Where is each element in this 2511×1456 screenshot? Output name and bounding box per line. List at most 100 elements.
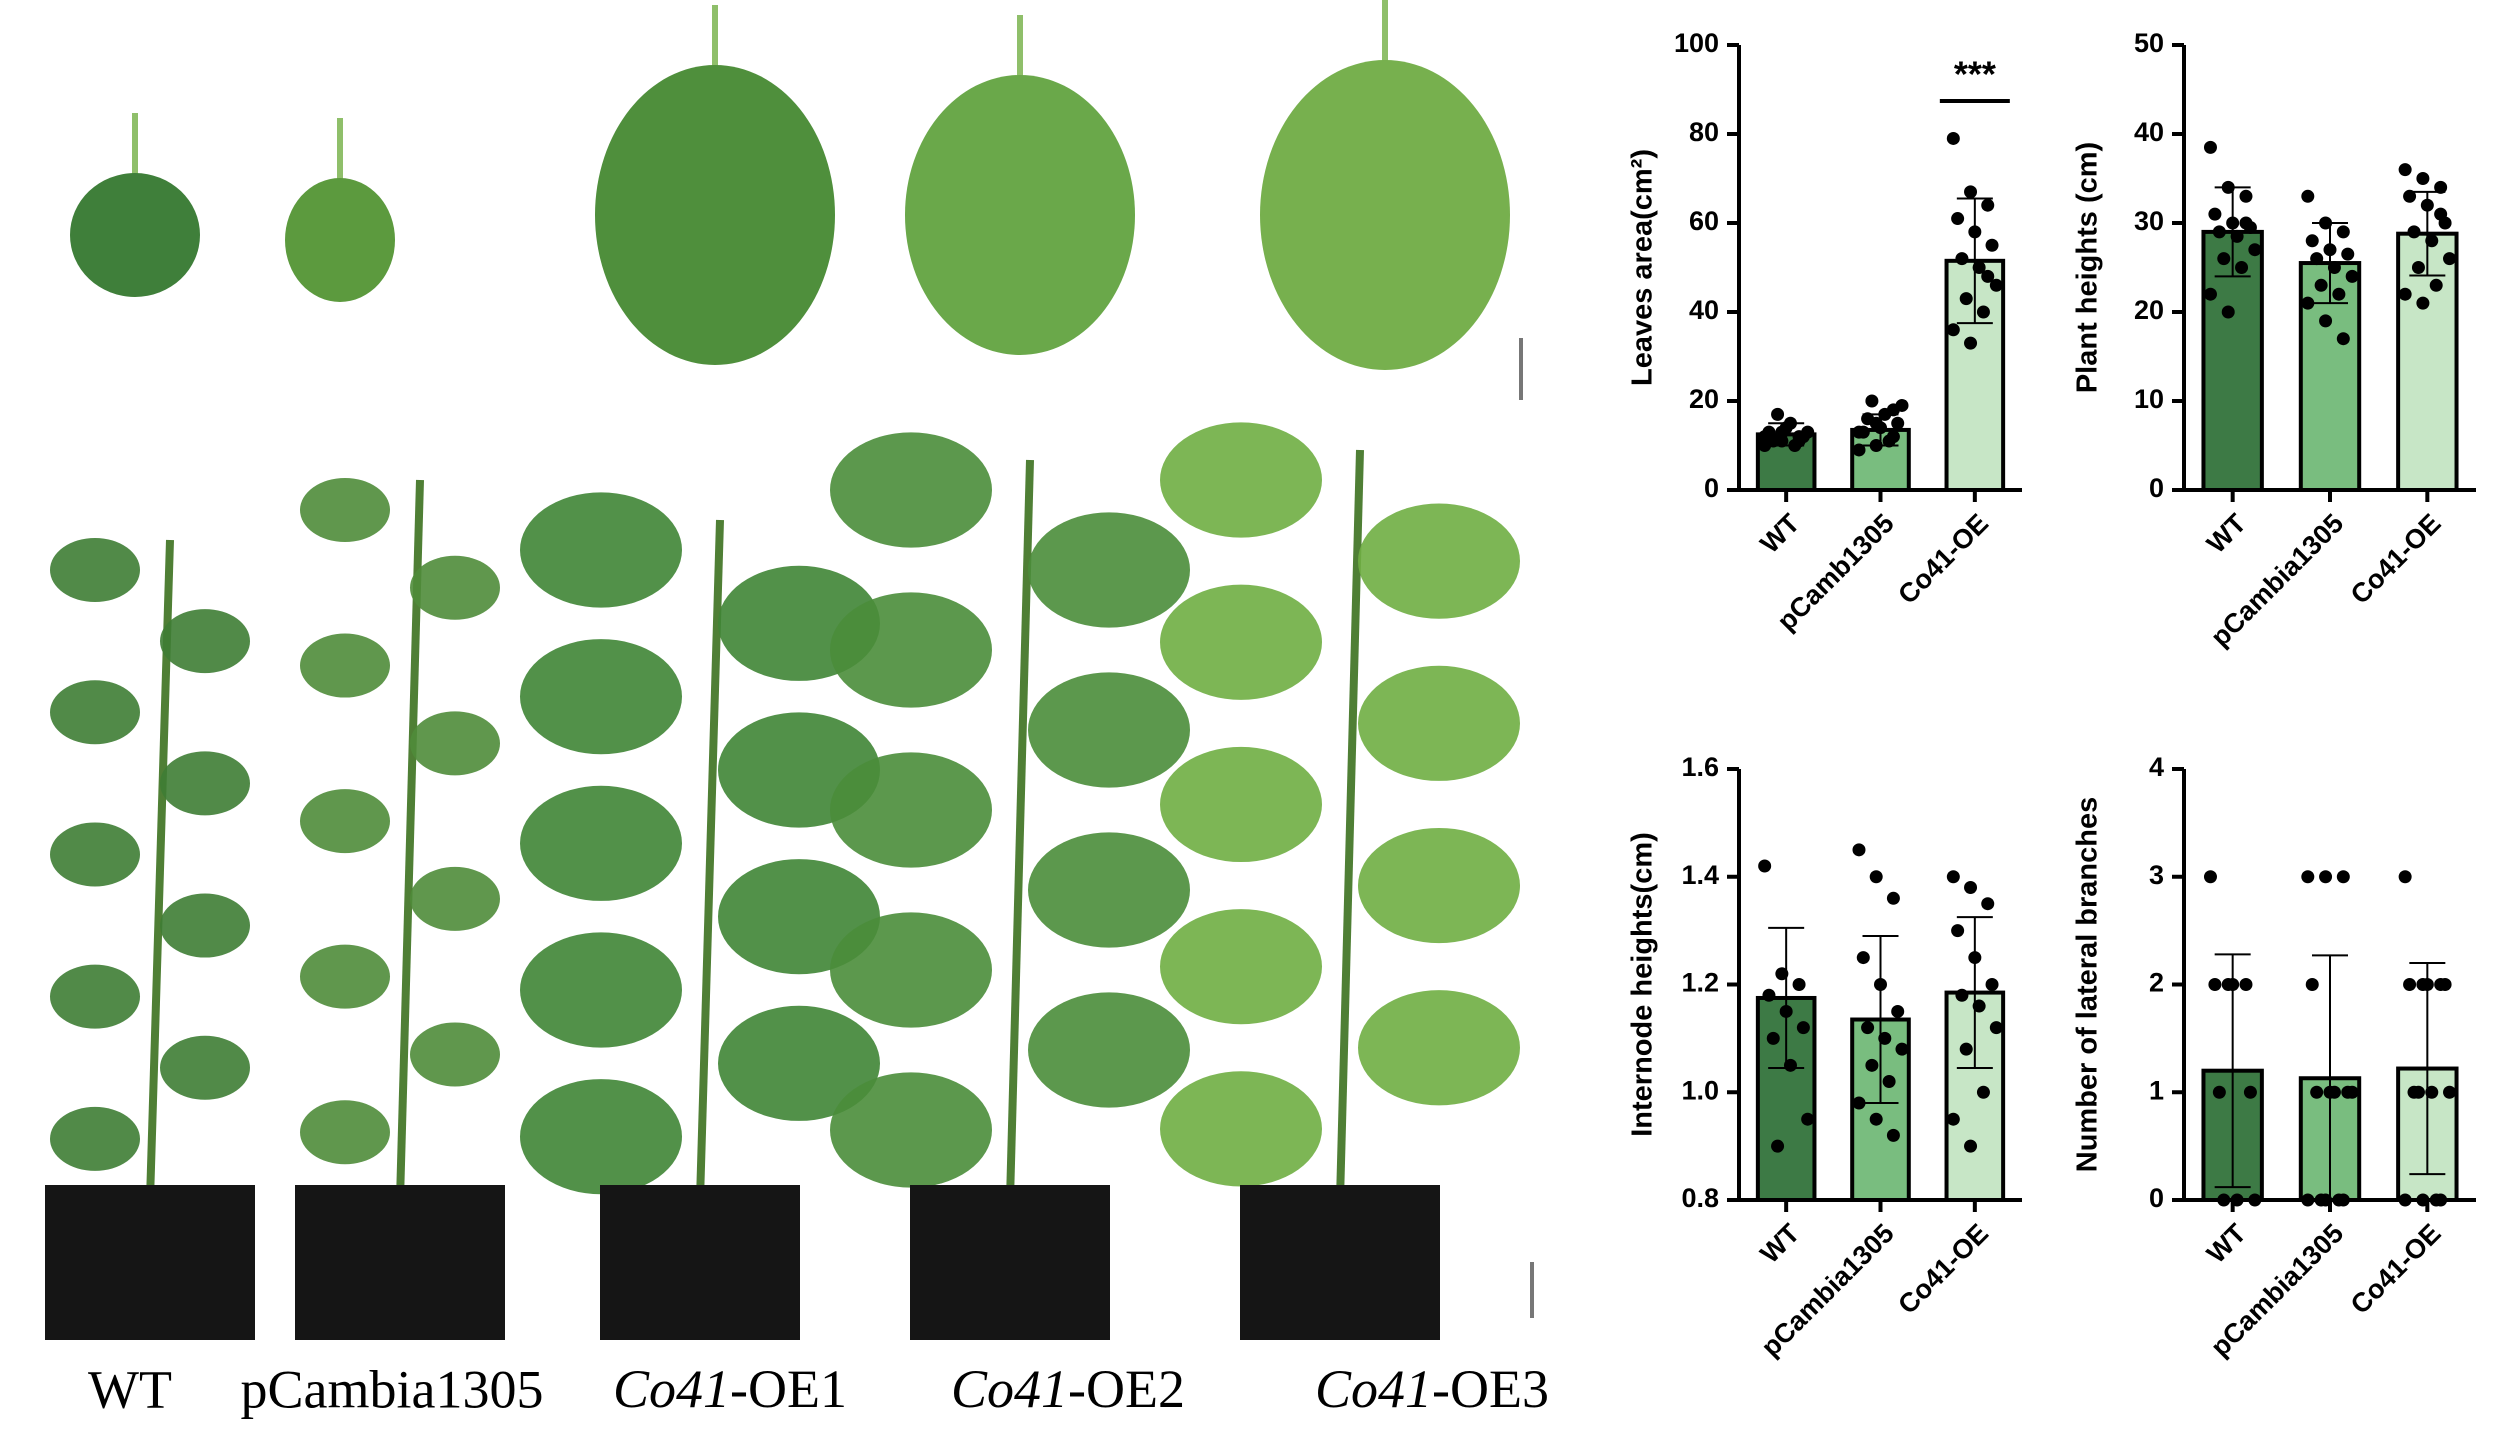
- photo-label: pCambia1305: [241, 1359, 544, 1419]
- x-tick-label: WT: [2201, 508, 2252, 559]
- data-point: [1895, 1042, 1909, 1056]
- y-tick-label: 1.6: [1681, 752, 1719, 782]
- plant-leaf: [410, 1022, 500, 1087]
- data-point: [1981, 269, 1995, 283]
- plant-leaf: [300, 1100, 390, 1165]
- data-point: [2429, 278, 2443, 292]
- data-point: [2217, 1193, 2231, 1207]
- data-point: [1886, 891, 1900, 905]
- pot: [600, 1185, 800, 1340]
- gene-name: Co41: [613, 1359, 730, 1419]
- data-point: [1981, 897, 1995, 911]
- data-point: [1989, 1021, 2003, 1035]
- leaf: [1260, 60, 1510, 370]
- data-point: [2319, 314, 2333, 328]
- plant-leaf: [1358, 827, 1520, 944]
- plant-leaf: [520, 785, 682, 901]
- data-point: [1792, 978, 1806, 991]
- data-point: [2434, 207, 2448, 221]
- plant-leaf: [410, 866, 500, 931]
- plant-leaf: [830, 592, 992, 708]
- data-point: [1869, 1112, 1883, 1126]
- plant-leaf: [160, 751, 250, 816]
- data-point: [1959, 292, 1973, 306]
- data-point: [1801, 425, 1815, 439]
- data-point: [1882, 434, 1896, 448]
- plant-leaf: [830, 912, 992, 1028]
- data-point: [2221, 305, 2235, 319]
- plant-leaf: [50, 1106, 140, 1171]
- data-point: [1946, 870, 1960, 884]
- data-point: [2217, 252, 2231, 266]
- line-suffix: -OE1: [730, 1359, 847, 1419]
- plant-leaf: [1028, 512, 1190, 628]
- data-point: [1976, 305, 1990, 319]
- data-point: [1964, 1139, 1978, 1153]
- data-point: [2398, 1193, 2412, 1207]
- data-point: [1972, 999, 1986, 1013]
- data-point: [1801, 1112, 1815, 1126]
- data-point: [2208, 978, 2222, 991]
- data-point: [1946, 1112, 1960, 1126]
- data-point: [2336, 1193, 2350, 1207]
- data-point: [2226, 978, 2240, 991]
- y-tick-label: 20: [1689, 384, 1719, 414]
- leaf: [595, 65, 835, 365]
- data-point: [2411, 1085, 2425, 1099]
- data-point: [2323, 243, 2337, 257]
- data-point: [2411, 261, 2425, 274]
- plant-leaf: [1160, 422, 1322, 538]
- plant-leaf: [520, 492, 682, 608]
- data-point: [1886, 1128, 1900, 1142]
- y-tick-label: 80: [1689, 117, 1719, 147]
- data-point: [1968, 951, 1982, 965]
- y-axis-label: Internode heights(cm): [1627, 832, 1659, 1137]
- plant-leaf: [718, 1005, 880, 1121]
- y-tick-label: 0.8: [1681, 1183, 1719, 1213]
- line-suffix: -OE3: [1432, 1359, 1549, 1419]
- plant-leaf: [50, 964, 140, 1029]
- data-point: [2398, 163, 2412, 177]
- y-tick-label: 20: [2134, 295, 2164, 325]
- data-point: [2332, 287, 2346, 301]
- y-tick-label: 1.2: [1681, 968, 1719, 998]
- y-tick-label: 4: [2149, 752, 2164, 782]
- plant-leaf: [1160, 746, 1322, 863]
- y-tick-label: 1.4: [1681, 860, 1719, 890]
- data-point: [1792, 434, 1806, 448]
- data-point: [1869, 416, 1883, 430]
- data-point: [1882, 1074, 1896, 1088]
- plant-leaf: [160, 609, 250, 674]
- data-point: [1783, 416, 1797, 430]
- plant-leaf: [1358, 665, 1520, 781]
- pot: [295, 1185, 505, 1340]
- data-point: [2403, 189, 2417, 203]
- data-point: [2305, 234, 2319, 248]
- plant-leaf: [1028, 832, 1190, 948]
- data-point: [2443, 252, 2457, 266]
- y-tick-label: 0: [2149, 473, 2164, 503]
- data-point: [2341, 247, 2355, 261]
- plant-leaf: [1358, 990, 1520, 1106]
- data-point: [2239, 189, 2253, 203]
- data-point: [2301, 189, 2315, 203]
- data-point: [2319, 216, 2333, 230]
- plant-leaf: [300, 944, 390, 1009]
- data-point: [2425, 234, 2439, 248]
- pot: [45, 1185, 255, 1340]
- data-point: [2239, 978, 2253, 991]
- plant-leaf: [1028, 992, 1190, 1108]
- data-point: [1771, 407, 1785, 421]
- data-point: [1856, 951, 1870, 965]
- data-point: [2230, 1193, 2244, 1207]
- plant-photo: [45, 0, 1534, 1340]
- data-point: [2230, 229, 2244, 243]
- plant-leaf: [520, 932, 682, 1048]
- data-point: [2420, 978, 2434, 991]
- data-point: [2203, 870, 2217, 884]
- data-point: [2305, 978, 2319, 991]
- y-tick-label: 0: [1704, 473, 1719, 503]
- data-point: [1878, 1031, 1892, 1045]
- plant-leaf: [50, 822, 140, 887]
- plant-leaf: [410, 711, 500, 776]
